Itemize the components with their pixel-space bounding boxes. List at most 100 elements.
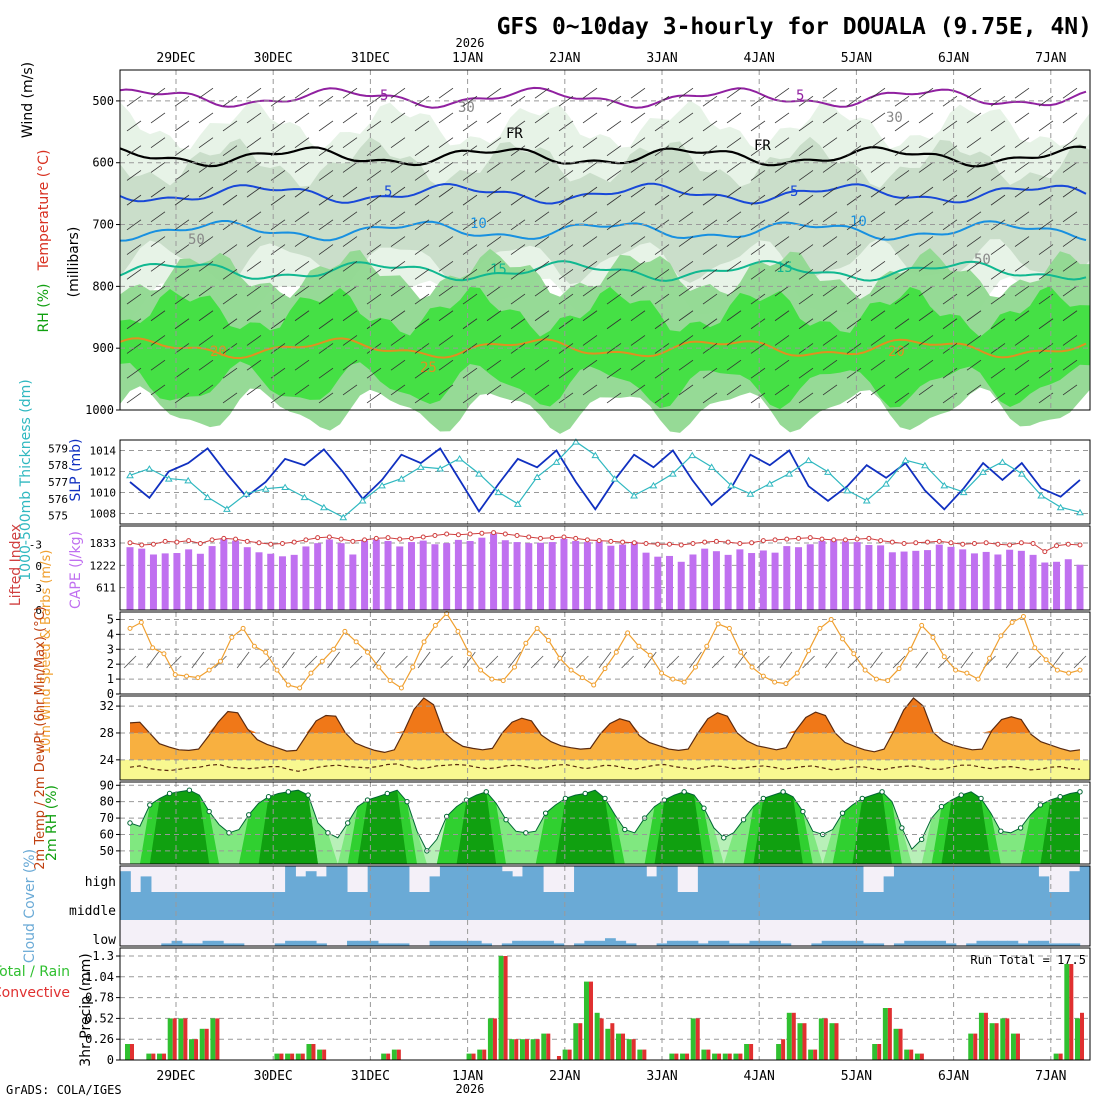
lifted-index-point (279, 541, 285, 547)
wind-barb (678, 335, 694, 346)
precip-conv-bar (471, 1053, 476, 1060)
cape-bar (748, 553, 756, 610)
cloud-bar-middle (223, 892, 235, 920)
wind-speed-point (500, 678, 506, 684)
wind-barb (342, 285, 358, 297)
wind-barb (342, 335, 358, 346)
wind-speed-point (579, 675, 585, 681)
wind-speed-point (557, 655, 563, 661)
wind-barb (606, 244, 622, 255)
cloud-bar-middle (274, 892, 286, 920)
wind-barb (486, 384, 502, 396)
lifted-index-point (549, 535, 555, 541)
precip-conv-bar (1005, 1018, 1010, 1060)
wind-speed-point (1020, 613, 1026, 619)
wind-barb (174, 343, 190, 354)
wind-barb (510, 145, 526, 156)
wind-barb-10m (938, 655, 951, 669)
cloud-bar-low (780, 943, 792, 946)
wind-barb (318, 194, 334, 206)
wind-barb (342, 384, 358, 396)
cloud-bar-high (594, 866, 606, 892)
wind-barb (1062, 186, 1078, 198)
wind-barb (918, 260, 934, 272)
wind-barb (894, 120, 910, 132)
wind-barb (846, 293, 862, 305)
panel-frame-upper (119, 69, 1091, 411)
cape-bar (267, 553, 275, 610)
wind-barb (198, 137, 214, 148)
wind-barb (966, 359, 982, 371)
cloud-bar-low (893, 943, 905, 946)
cloud-bar-middle (470, 892, 482, 920)
cape-bar (536, 542, 544, 610)
wind-barb (1038, 244, 1054, 255)
cape-bar (525, 543, 533, 610)
y-label-wind: Wind (m/s) (20, 62, 36, 138)
wind-speed-line (129, 612, 1081, 689)
precip-total-bar (391, 1049, 397, 1060)
wind-barb (534, 186, 550, 198)
cape-bar (1064, 559, 1072, 610)
thickness-point (824, 468, 832, 475)
wind-speed-point (1054, 667, 1060, 673)
wind-barb (222, 367, 238, 379)
wind-barb (966, 236, 982, 247)
wind-speed-point (1032, 645, 1038, 651)
thickness-point (1037, 491, 1046, 499)
cloud-bar-middle (976, 892, 988, 920)
cape-bar (595, 541, 603, 610)
y-label-cape: CAPE (J/kg) (68, 531, 84, 609)
wind-barb (990, 120, 1006, 132)
wind-barb (318, 343, 334, 354)
cloud-bar-high (811, 866, 823, 892)
wind-barb (990, 194, 1006, 206)
cloud-bar-middle (1069, 892, 1081, 920)
wind-barb (774, 260, 790, 272)
cloud-bar-middle (862, 892, 874, 920)
cape-bar (396, 546, 404, 610)
cloud-bar-low (832, 940, 843, 946)
precip-conv-bar (567, 1049, 572, 1060)
wind-barb (774, 137, 790, 148)
wind-barb (726, 112, 742, 124)
cloud-bar-high (842, 866, 854, 892)
cloud-bar-middle (635, 892, 647, 920)
cloud-bar-middle (832, 892, 843, 920)
wind-barb (678, 384, 694, 396)
cloud-bar-middle (718, 892, 730, 920)
cape-bar (712, 551, 720, 610)
lifted-index-point (408, 535, 414, 541)
wind-barb (654, 170, 670, 181)
wind-barb (294, 310, 310, 322)
wind-speed-point (1077, 667, 1083, 673)
cloud-bar-high (832, 866, 843, 892)
wind-barb (822, 186, 838, 198)
precip-total-bar (274, 1053, 280, 1060)
wind-barb (150, 310, 166, 322)
wind-barb-10m (485, 655, 499, 669)
wind-barb (486, 162, 502, 173)
cape-bar (126, 547, 134, 610)
wind-barb (342, 186, 358, 198)
lifted-index-point (444, 531, 450, 537)
cape-bar (1029, 554, 1037, 610)
wind-barb (270, 120, 286, 132)
wind-barb-10m (621, 655, 634, 669)
thickness-point (668, 470, 677, 477)
cape-bar (161, 553, 169, 610)
tick-label-precip: 1.3 (92, 949, 114, 963)
precip-total-bar (530, 1039, 536, 1060)
cloud-bar-low (625, 943, 637, 946)
precip-conv-bar (300, 1053, 305, 1060)
rh-point (285, 789, 292, 795)
cape-bar (619, 544, 627, 610)
temp-line (129, 697, 1081, 754)
wind-barb (486, 137, 502, 148)
lifted-index-point (502, 531, 508, 537)
cloud-bar-high (801, 866, 812, 892)
cape-bar (490, 533, 498, 610)
date-label-top: 2JAN (549, 51, 580, 66)
cloud-bar-middle (924, 892, 936, 920)
cloud-bar-low (1028, 940, 1039, 946)
